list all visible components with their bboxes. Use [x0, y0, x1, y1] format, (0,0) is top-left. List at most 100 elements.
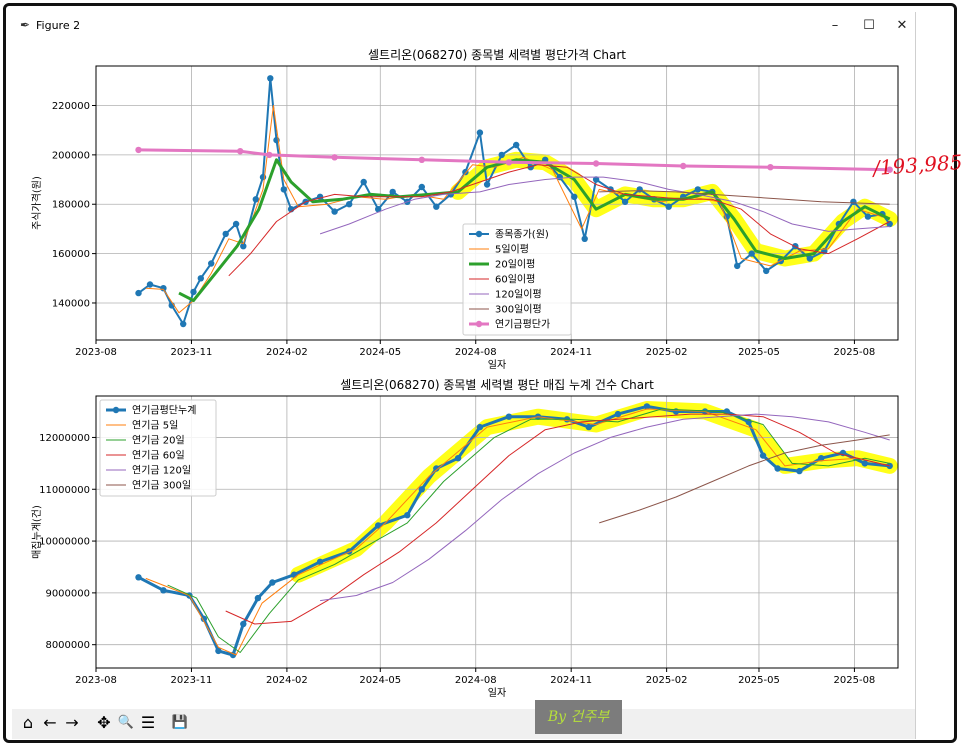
back-arrow-icon[interactable]: ←: [43, 713, 57, 732]
data-point: [240, 243, 247, 250]
x-tick-label: 2024-05: [359, 675, 401, 686]
x-tick-label: 2025-05: [738, 675, 780, 686]
data-point: [614, 410, 622, 418]
data-point: [404, 512, 411, 519]
data-point: [513, 141, 520, 149]
y-tick-label: 180000: [52, 200, 90, 211]
forward-arrow-icon[interactable]: →: [65, 713, 79, 732]
home-icon[interactable]: ⌂: [22, 713, 34, 732]
data-point: [222, 230, 229, 238]
chart-title: 셀트리온(068270) 종목별 세력별 평단 매집 누계 건수 Chart: [340, 378, 654, 392]
data-point: [680, 162, 687, 170]
x-tick-label: 2024-11: [550, 347, 592, 358]
data-point: [759, 452, 767, 459]
legend-box: [99, 399, 217, 497]
series-line-6: [599, 190, 890, 205]
y-tick-label: 220000: [52, 101, 90, 112]
y-axis-label: 주식가격(원): [30, 176, 43, 230]
data-point: [433, 203, 440, 210]
data-point: [886, 166, 893, 173]
data-point: [581, 235, 588, 242]
y-tick-label: 9000000: [45, 588, 90, 599]
data-point: [190, 288, 197, 296]
y-tick-label: 160000: [52, 249, 90, 260]
legend-label: 연기금평단가: [495, 319, 550, 331]
data-point: [748, 250, 755, 257]
data-point: [643, 403, 651, 410]
data-point: [240, 620, 247, 628]
data-point: [806, 255, 813, 262]
data-point: [331, 208, 338, 215]
data-point: [861, 460, 868, 467]
series-line-2: [145, 105, 890, 314]
data-point: [160, 285, 167, 292]
axes-frame: [95, 395, 899, 669]
data-point: [621, 198, 629, 205]
x-tick-label: 2024-05: [359, 347, 401, 358]
data-point: [232, 220, 240, 228]
chart-title: 셀트리온(068270) 종목별 세력별 평단가격 Chart: [368, 48, 626, 62]
data-point: [462, 168, 469, 176]
x-tick-label: 2025-02: [646, 675, 688, 686]
data-point: [269, 579, 276, 586]
data-point: [418, 156, 425, 163]
legend-label: 종목종가(원): [495, 229, 549, 241]
minimize-button[interactable]: –: [831, 18, 839, 33]
close-button[interactable]: ✕: [896, 18, 908, 33]
title-bar[interactable]: ✒ Figure 2 – ☐ ✕: [12, 12, 915, 40]
data-point: [418, 183, 425, 191]
data-point: [346, 201, 353, 208]
x-tick-label: 2023-08: [75, 347, 117, 358]
data-point: [527, 164, 534, 171]
series-line-2: [145, 408, 890, 656]
data-point: [592, 176, 600, 183]
data-point: [280, 186, 287, 193]
configure-icon[interactable]: ☰: [140, 713, 156, 732]
x-tick-label: 2024-08: [455, 347, 497, 358]
data-point: [483, 181, 491, 188]
data-point: [592, 160, 600, 167]
data-point: [476, 129, 484, 136]
data-point: [208, 260, 215, 267]
data-point: [291, 571, 298, 578]
data-point: [665, 203, 672, 210]
data-point: [433, 465, 440, 472]
save-icon[interactable]: 💾: [171, 715, 189, 730]
data-point: [316, 558, 324, 565]
series-line-5: [319, 176, 890, 235]
data-point: [146, 281, 154, 288]
data-point: [254, 594, 262, 602]
data-point: [215, 647, 222, 655]
data-point: [498, 151, 505, 159]
zoom-icon[interactable]: 🔍: [117, 715, 135, 730]
series-line-4: [225, 413, 890, 625]
data-point: [636, 186, 643, 193]
data-point: [180, 320, 187, 328]
x-tick-label: 2024-02: [266, 675, 308, 686]
x-tick-label: 2024-11: [550, 675, 592, 686]
data-point: [375, 206, 382, 213]
x-tick-label: 2024-08: [455, 675, 497, 686]
legend-label: 60일이평: [495, 274, 535, 286]
legend-label: 5일이평: [495, 244, 529, 256]
x-tick-label: 2025-08: [834, 675, 876, 686]
highlight-band: [290, 401, 898, 583]
data-point: [505, 159, 513, 166]
y-tick-label: 8000000: [45, 640, 90, 651]
legend-label: 120일이평: [495, 289, 542, 301]
series-line-3: [167, 408, 890, 653]
data-point: [767, 164, 774, 171]
pan-icon[interactable]: ✥: [97, 713, 111, 732]
maximize-button[interactable]: ☐: [863, 18, 875, 33]
legend-label: 연기금 60일: [132, 450, 185, 462]
x-axis-label: 일자: [488, 359, 506, 371]
y-tick-label: 140000: [52, 298, 90, 309]
data-point: [237, 148, 244, 155]
series-line-1: [137, 77, 891, 325]
data-point: [389, 188, 396, 196]
x-tick-label: 2025-02: [646, 347, 688, 358]
x-tick-label: 2023-11: [171, 347, 213, 358]
legend-label: 연기금 300일: [132, 480, 191, 492]
